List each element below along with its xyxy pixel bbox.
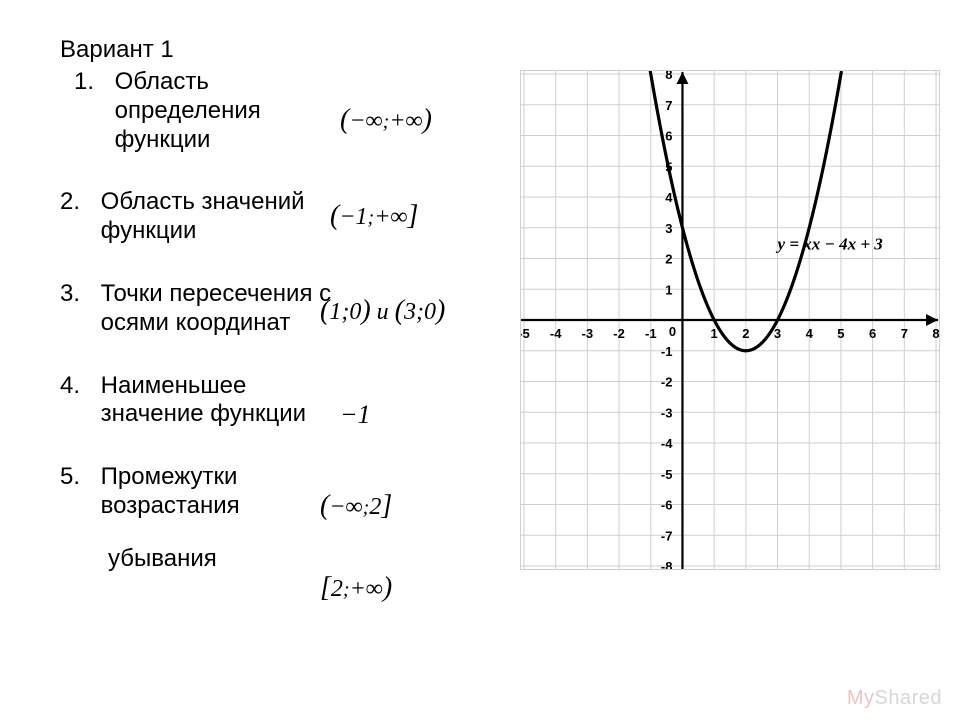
svg-text:5: 5 xyxy=(837,326,844,341)
question-1: 1. Область определения функции xyxy=(60,68,530,154)
svg-text:-3: -3 xyxy=(661,405,673,420)
q6-text: убывания xyxy=(108,545,348,574)
q5-number: 5. xyxy=(60,463,94,492)
left-column: Вариант 1 1. Область определения функции… xyxy=(60,36,530,602)
svg-text:7: 7 xyxy=(665,98,672,113)
svg-text:3: 3 xyxy=(774,326,781,341)
question-4: 4. Наименьшее значение функции xyxy=(60,372,530,430)
svg-text:6: 6 xyxy=(869,326,876,341)
watermark-my: My xyxy=(847,687,875,709)
answer-2: (−1;+∞] xyxy=(330,200,418,232)
svg-text:-4: -4 xyxy=(550,326,562,341)
svg-text:1: 1 xyxy=(711,326,718,341)
q1-text: Область определения функции xyxy=(101,68,355,154)
svg-text:y = xx − 4x + 3: y = xx − 4x + 3 xyxy=(776,234,884,253)
svg-text:-2: -2 xyxy=(613,326,625,341)
variant-title: Вариант 1 xyxy=(60,36,530,64)
parabola-chart: -5-4-3-2-101234567812345678-1-2-3-4-5-6-… xyxy=(520,70,940,570)
q1-number: 1. xyxy=(60,68,94,97)
watermark-shared: Shared xyxy=(875,687,943,709)
question-3: 3. Точки пересечения с осями координат xyxy=(60,280,530,338)
question-2: 2. Область значений функции xyxy=(60,188,530,246)
svg-text:-2: -2 xyxy=(661,375,673,390)
q4-number: 4. xyxy=(60,372,94,401)
answer-5: (−∞;2] xyxy=(320,490,392,522)
svg-text:-5: -5 xyxy=(520,326,530,341)
q4-text: Наименьшее значение функции xyxy=(101,372,341,430)
question-6: убывания xyxy=(60,545,530,574)
svg-text:4: 4 xyxy=(806,326,814,341)
svg-text:3: 3 xyxy=(665,221,672,236)
svg-text:-1: -1 xyxy=(661,344,673,359)
answer-1: (−∞;+∞) xyxy=(340,104,432,136)
svg-text:2: 2 xyxy=(665,252,672,267)
svg-text:-7: -7 xyxy=(661,528,673,543)
svg-text:0: 0 xyxy=(669,324,676,339)
svg-text:8: 8 xyxy=(665,70,672,82)
svg-text:-4: -4 xyxy=(661,436,673,451)
answer-4: −1 xyxy=(340,400,371,430)
svg-text:-6: -6 xyxy=(661,498,673,513)
svg-text:1: 1 xyxy=(665,282,672,297)
svg-text:-8: -8 xyxy=(661,559,673,570)
chart-container: -5-4-3-2-101234567812345678-1-2-3-4-5-6-… xyxy=(520,70,940,575)
svg-text:8: 8 xyxy=(932,326,939,341)
q2-text: Область значений функции xyxy=(101,188,341,246)
svg-text:-3: -3 xyxy=(582,326,594,341)
svg-text:4: 4 xyxy=(665,190,673,205)
svg-text:7: 7 xyxy=(901,326,908,341)
question-5: 5. Промежутки возрастания xyxy=(60,463,530,521)
svg-text:-5: -5 xyxy=(661,467,673,482)
q5-text: Промежутки возрастания xyxy=(101,463,341,521)
answer-3: (1;0) и (3;0) xyxy=(320,295,445,327)
watermark: MyShared xyxy=(847,687,942,710)
q3-text: Точки пересечения с осями координат xyxy=(101,280,341,338)
page: Вариант 1 1. Область определения функции… xyxy=(0,0,960,720)
svg-text:6: 6 xyxy=(665,129,672,144)
answer-6: [2;+∞) xyxy=(320,572,392,604)
q2-number: 2. xyxy=(60,188,94,217)
svg-text:2: 2 xyxy=(742,326,749,341)
svg-text:-1: -1 xyxy=(645,326,657,341)
q3-number: 3. xyxy=(60,280,94,309)
